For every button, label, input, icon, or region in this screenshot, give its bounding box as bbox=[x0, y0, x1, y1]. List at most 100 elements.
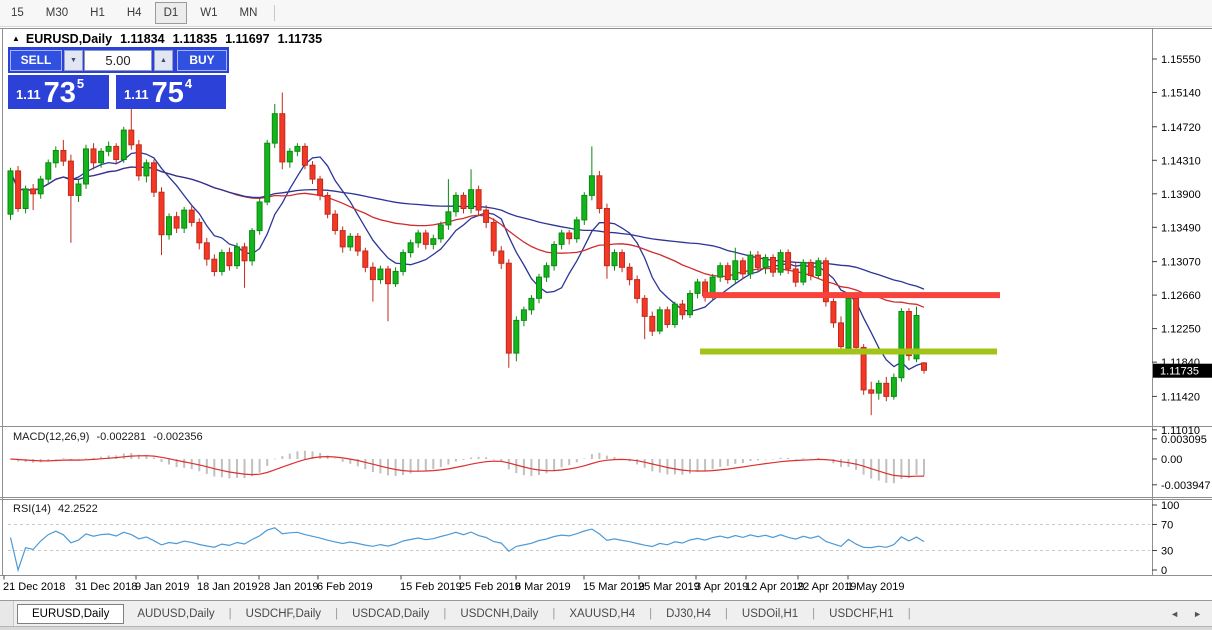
macd-histogram-bar bbox=[515, 459, 518, 474]
macd-histogram-bar bbox=[394, 459, 397, 476]
chart-canvas[interactable]: 1.15550 1.15140 1.14720 1.14310 1.13900 1.134… bbox=[0, 28, 1212, 600]
tab-separator: | bbox=[724, 607, 728, 620]
bull-candle bbox=[717, 265, 724, 278]
bull-candle bbox=[83, 148, 89, 185]
timeframe-button-MN[interactable]: MN bbox=[239, 7, 258, 19]
bull-candle bbox=[181, 209, 188, 229]
bull-candle bbox=[45, 162, 52, 180]
macd-histogram-bar bbox=[636, 459, 639, 465]
sell-button[interactable]: SELL bbox=[10, 49, 62, 71]
bull-candle bbox=[37, 178, 44, 195]
ohlc-high: 1.11835 bbox=[172, 32, 218, 46]
bear-candle bbox=[739, 260, 746, 275]
macd-histogram-bar bbox=[892, 459, 895, 484]
trade-controls-row: SELL ▼ ▲ BUY bbox=[8, 47, 229, 73]
price-axis-label: 1.13490 bbox=[1161, 222, 1201, 234]
bear-candle bbox=[369, 266, 376, 281]
macd-histogram-bar bbox=[477, 456, 480, 459]
bull-candle bbox=[52, 150, 59, 164]
buy-button[interactable]: BUY bbox=[177, 49, 227, 71]
macd-histogram-bar bbox=[447, 459, 450, 465]
macd-histogram-bar bbox=[545, 459, 548, 474]
tab-scroll-left-icon[interactable]: ◄ bbox=[1170, 608, 1180, 619]
chart-tab-USDCNH-Daily[interactable]: USDCNH,Daily bbox=[460, 607, 539, 620]
resistance-line[interactable] bbox=[703, 292, 1000, 299]
macd-histogram-bar bbox=[756, 459, 759, 461]
volume-increase-button[interactable]: ▲ bbox=[154, 49, 173, 71]
chart-tab-USDOil-H1[interactable]: USDOil,H1 bbox=[741, 607, 799, 620]
macd-histogram-bar bbox=[673, 459, 676, 475]
chart-tab-EURUSD-Daily[interactable]: EURUSD,Daily bbox=[17, 603, 125, 624]
macd-histogram-bar bbox=[666, 459, 669, 475]
macd-histogram-bar bbox=[832, 459, 835, 464]
chart-tab-USDCAD-Daily[interactable]: USDCAD,Daily bbox=[352, 607, 430, 620]
macd-histogram-bar bbox=[152, 457, 155, 459]
date-axis-label: 18 Jan 2019 bbox=[197, 581, 258, 593]
macd-histogram-bar bbox=[538, 459, 540, 475]
macd-histogram-bar bbox=[137, 454, 140, 459]
bull-candle bbox=[890, 377, 897, 397]
macd-histogram-bar bbox=[236, 459, 238, 478]
bear-candle bbox=[868, 389, 875, 394]
timeframe-button-W1[interactable]: W1 bbox=[200, 7, 218, 19]
bull-candle bbox=[377, 268, 384, 281]
bear-candle bbox=[15, 170, 22, 209]
macd-histogram-bar bbox=[741, 459, 744, 463]
macd-histogram-bar bbox=[303, 450, 306, 459]
macd-histogram-bar bbox=[228, 459, 231, 479]
chart-tab-USDCHF-H1[interactable]: USDCHF,H1 bbox=[829, 607, 894, 620]
bear-candle bbox=[490, 221, 497, 252]
price-axis-label: 1.13900 bbox=[1161, 189, 1201, 201]
tab-scroll-right-icon[interactable]: ► bbox=[1193, 608, 1202, 619]
bull-candle bbox=[520, 309, 527, 321]
chevron-up-icon: ▲ bbox=[160, 56, 167, 64]
bear-candle bbox=[279, 113, 286, 163]
bear-candle bbox=[173, 216, 180, 229]
macd-histogram-bar bbox=[809, 458, 812, 460]
chart-tab-USDCHF-Daily[interactable]: USDCHF,Daily bbox=[245, 607, 322, 620]
macd-histogram-bar bbox=[47, 459, 50, 461]
timeframe-button-H1[interactable]: H1 bbox=[90, 7, 105, 19]
buy-quote[interactable]: 1.11 75 4 bbox=[116, 75, 226, 109]
macd-histogram-bar bbox=[915, 459, 918, 475]
timeframe-button-D1[interactable]: D1 bbox=[154, 2, 188, 24]
macd-histogram-bar bbox=[168, 459, 170, 465]
bear-candle bbox=[354, 235, 361, 252]
bull-candle bbox=[732, 260, 739, 281]
price-axis-label: 1.15550 bbox=[1161, 54, 1201, 66]
timeframe-button-M30[interactable]: M30 bbox=[45, 7, 69, 19]
timeframe-button-H4[interactable]: H4 bbox=[126, 7, 142, 19]
volume-input[interactable] bbox=[84, 49, 152, 71]
macd-histogram-bar bbox=[877, 459, 880, 481]
bear-candle bbox=[724, 265, 731, 281]
chart-tab-XAUUSD-H4[interactable]: XAUUSD,H4 bbox=[569, 607, 636, 620]
chart-tab-AUDUSD-Daily[interactable]: AUDUSD,Daily bbox=[137, 607, 215, 620]
price-axis-label: 1.11420 bbox=[1161, 391, 1200, 403]
bear-candle bbox=[807, 261, 814, 276]
macd-histogram-bar bbox=[107, 455, 110, 459]
bear-candle bbox=[883, 382, 890, 397]
macd-histogram-bar bbox=[651, 459, 654, 472]
macd-histogram-bar bbox=[92, 457, 95, 459]
date-axis-label: 28 Jan 2019 bbox=[258, 581, 319, 593]
date-axis-label: 12 Apr 2019 bbox=[745, 581, 804, 593]
macd-histogram-bar bbox=[243, 459, 246, 479]
volume-decrease-button[interactable]: ▼ bbox=[64, 49, 83, 71]
collapse-triangle-icon[interactable]: ▲ bbox=[12, 33, 20, 43]
timeframe-button-15[interactable]: 15 bbox=[11, 7, 24, 19]
bull-candle bbox=[777, 252, 784, 273]
chart-tab-DJ30-H4[interactable]: DJ30,H4 bbox=[666, 607, 711, 620]
current-price-text: 1.11735 bbox=[1160, 366, 1199, 378]
bull-candle bbox=[558, 232, 565, 245]
bull-candle bbox=[452, 194, 459, 213]
sell-quote[interactable]: 1.11 73 5 bbox=[8, 75, 109, 109]
tab-scroll-controls: ◄ ► bbox=[1170, 609, 1212, 619]
bear-candle bbox=[596, 175, 603, 210]
bull-candle bbox=[671, 303, 678, 326]
support-line[interactable] bbox=[700, 348, 997, 355]
macd-histogram-bar bbox=[160, 459, 163, 463]
bear-candle bbox=[135, 144, 142, 177]
bear-candle bbox=[67, 160, 74, 196]
date-axis-label: 6 Feb 2019 bbox=[317, 581, 373, 593]
macd-histogram-bar bbox=[719, 459, 722, 467]
